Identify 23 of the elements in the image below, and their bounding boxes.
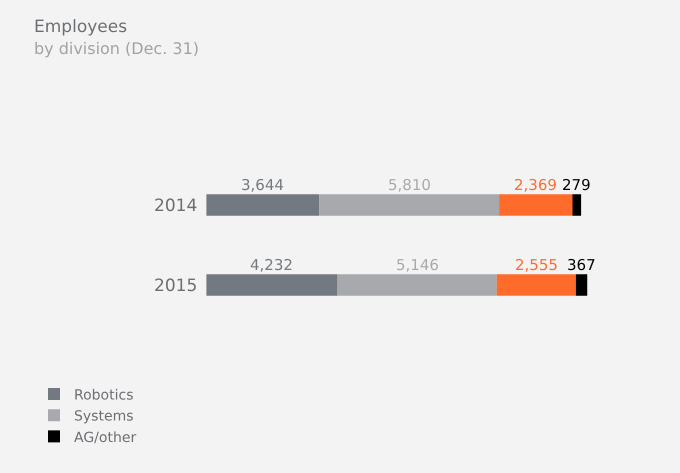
- bar: [496, 274, 576, 296]
- bar: [206, 194, 320, 216]
- data-label: 5,146: [396, 256, 439, 274]
- legend-label: Systems: [74, 408, 134, 425]
- data-label: 3,644: [241, 176, 284, 194]
- legend-label: Robotics: [74, 387, 134, 404]
- data-label: 2,369: [514, 176, 557, 194]
- bar: [319, 194, 500, 216]
- chart-title: Employees: [34, 17, 128, 37]
- data-label: 279: [562, 176, 591, 194]
- data-label: 367: [567, 256, 596, 274]
- legend-label: AG/other: [74, 430, 136, 446]
- bar: [206, 274, 338, 296]
- chart-subtitle: by division (Dec. 31): [34, 39, 199, 58]
- bar: [572, 194, 582, 216]
- y-tick-label: 2014: [154, 196, 198, 216]
- y-tick-label: 2015: [154, 276, 198, 296]
- data-label: 4,232: [250, 256, 293, 274]
- data-label: 5,810: [388, 176, 431, 194]
- bar: [576, 274, 588, 296]
- bar: [337, 274, 497, 296]
- bar: [499, 194, 572, 216]
- data-label: 2,555: [515, 256, 558, 274]
